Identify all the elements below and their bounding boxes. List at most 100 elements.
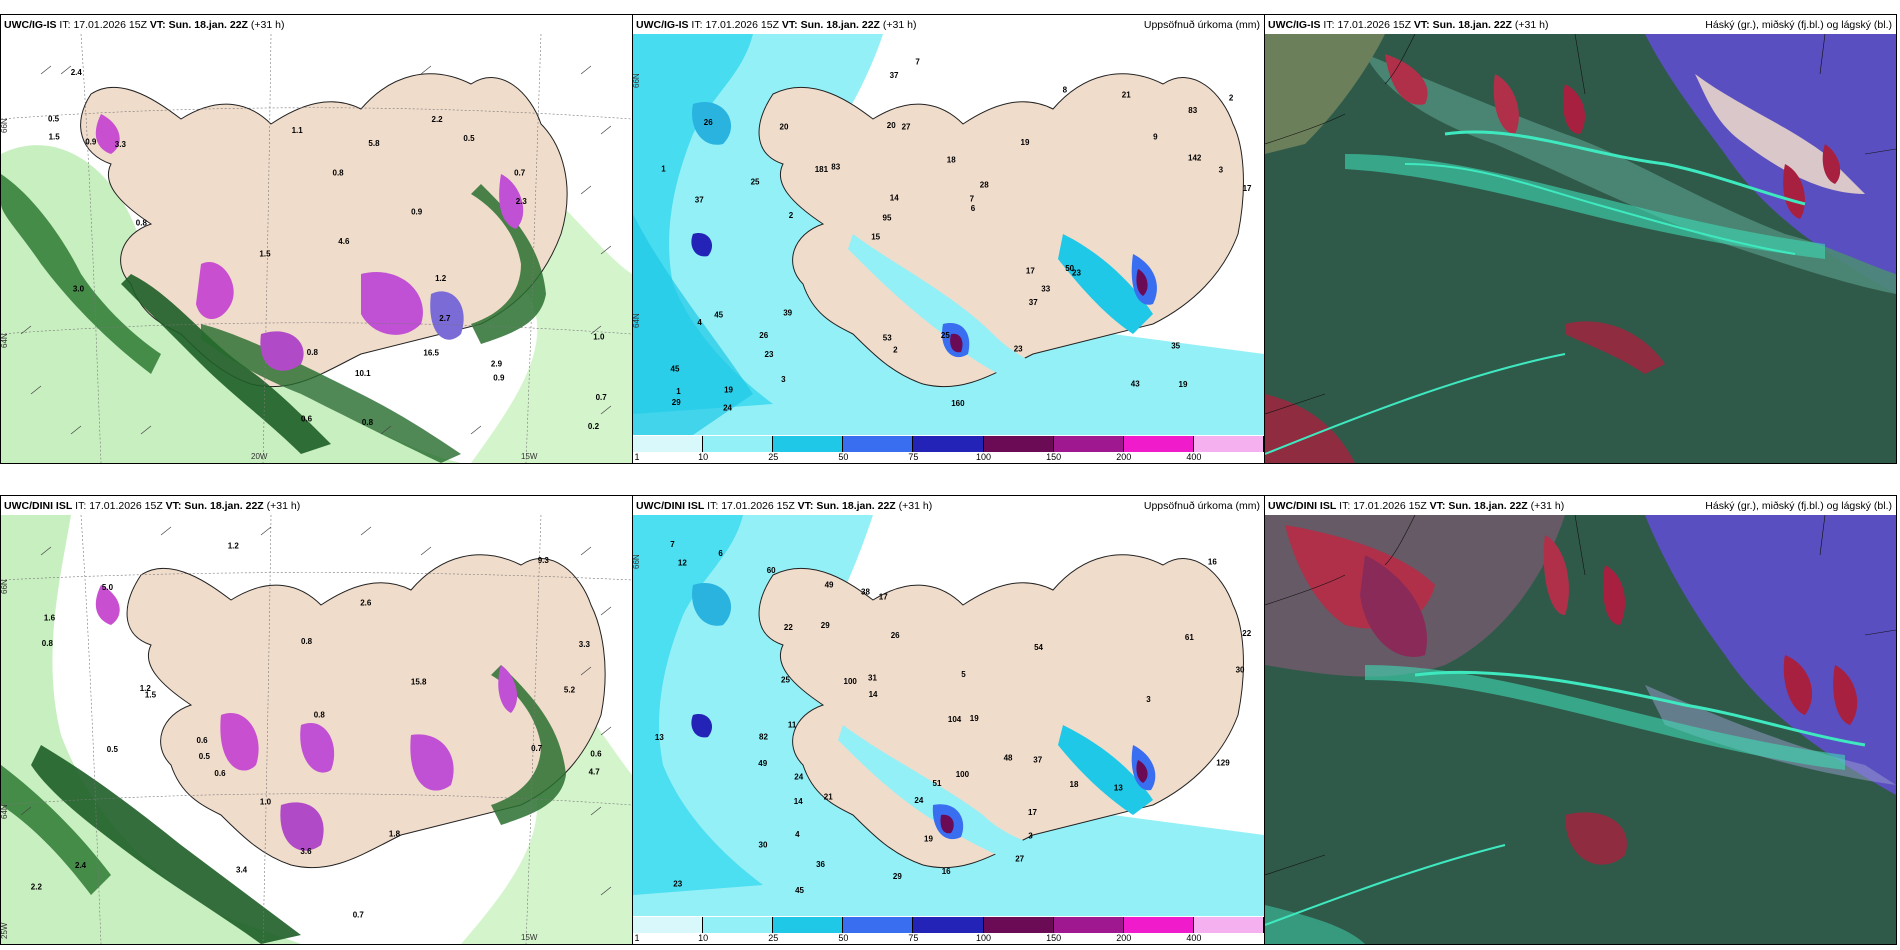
colorbar-label: 25 [768, 933, 779, 943]
vt-label: VT: [165, 500, 182, 512]
vt-label: VT: [1413, 19, 1430, 31]
value-label: 0.8 [333, 169, 345, 178]
value-label: 1.5 [145, 691, 157, 700]
lead-time: (+31 h) [882, 19, 917, 31]
value-label: 3.4 [236, 866, 248, 875]
vt-label: VT: [149, 19, 166, 31]
value-label: 3.3 [115, 140, 127, 149]
wind-map-svg: 0.8 0.9 0.5 0.7 0.6 1.1 0.8 2.2 0.8 3.0 2.9 5.8 1.2 0… [1, 34, 632, 463]
vt-value: Sun. 18.jan. 22Z [800, 19, 880, 31]
precip-title: Uppsöfnuð úrkoma (mm) [1143, 500, 1260, 512]
value-label: 4 [795, 830, 800, 839]
value-label: 13 [1114, 784, 1123, 793]
value-label: 25 [751, 178, 760, 187]
value-label: 0.2 [588, 422, 600, 431]
value-label: 29 [672, 398, 681, 407]
lon-label-15: 15W [521, 933, 538, 942]
panel-title: UWC/DINI ISL IT: 17.01.2026 15Z VT: Sun.… [4, 498, 628, 514]
value-label: 7 [970, 194, 975, 203]
value-label: 0.8 [301, 637, 313, 646]
value-label: 48 [1004, 753, 1013, 762]
lead-time: (+31 h) [898, 500, 933, 512]
colorbar-label: 400 [1186, 933, 1202, 943]
colorbar-label: 200 [1116, 452, 1132, 462]
value-label: 5.0 [102, 583, 114, 592]
precip-map: 12 7 13 16 22 17 17 21 23 18 14 19 45 49 51 100 24 30 29 31… [633, 515, 1264, 916]
colorbar-swatch [773, 917, 844, 933]
wind-values: 1.00.50.70.80.50.61.22.43.35.23.65.04.71… [31, 542, 602, 920]
value-label: 5 [961, 670, 966, 679]
value-label: 35 [1171, 341, 1180, 350]
panel-title: UWC/DINI ISL IT: 17.01.2026 15Z VT: Sun.… [636, 498, 1260, 514]
value-label: 45 [671, 365, 680, 374]
value-label: 104 [948, 715, 962, 724]
colorbar-label: 100 [976, 933, 992, 943]
value-label: 2.6 [360, 598, 372, 607]
value-label: 5.2 [564, 685, 576, 694]
value-label: 23 [1014, 345, 1023, 354]
value-label: 54 [1034, 643, 1043, 652]
value-label: 100 [956, 770, 970, 779]
value-label: 1 [661, 164, 666, 173]
value-label: 2.3 [516, 197, 528, 206]
wind-precip-map: 1.0 0.5 0.7 0.8 0.5 0.6 1.2 2.4 3.3 5.2 3.6 5.0 4.7 1… [1, 515, 632, 944]
colorbar-label: 150 [1046, 452, 1062, 462]
value-label: 1.0 [260, 797, 272, 806]
colorbar-swatch [983, 436, 1054, 452]
value-label: 29 [821, 621, 830, 630]
colorbar-swatch [773, 436, 844, 452]
value-label: 60 [767, 566, 776, 575]
colorbar-label: 1 [634, 452, 640, 462]
value-label: 2 [893, 346, 898, 355]
value-label: 0.8 [307, 348, 319, 357]
value-label: 22 [784, 623, 793, 632]
vt-label: VT: [1429, 500, 1446, 512]
value-label: 17 [879, 592, 888, 601]
value-label: 49 [758, 759, 767, 768]
value-label: 51 [933, 779, 942, 788]
value-label: 2.2 [31, 883, 43, 892]
value-label: 0.6 [197, 736, 209, 745]
value-label: 28 [980, 181, 989, 190]
value-label: 1 [676, 387, 681, 396]
model-name: UWC/IG-IS [1268, 19, 1321, 31]
value-label: 2 [789, 211, 794, 220]
value-label: 45 [795, 886, 804, 895]
value-label: 19 [1021, 138, 1030, 147]
colorbar-label: 75 [908, 933, 919, 943]
lat-label-64: 64N [1, 333, 9, 348]
cloud-title: Háský (gr.), miðský (fj.bl.) og lágský (… [1705, 500, 1892, 512]
value-label: 17 [1243, 184, 1252, 193]
value-label: 11 [788, 721, 797, 730]
value-label: 25 [781, 675, 790, 684]
value-label: 83 [831, 162, 840, 171]
value-label: 37 [1029, 298, 1038, 307]
value-label: 2.4 [75, 861, 87, 870]
value-label: 5.8 [368, 139, 380, 148]
colorbar-swatch [983, 917, 1054, 933]
lead-time: (+31 h) [1530, 500, 1565, 512]
value-label: 0.5 [48, 114, 60, 123]
value-label: 29 [893, 872, 902, 881]
colorbar-swatch [1123, 917, 1194, 933]
value-label: 43 [1131, 379, 1140, 388]
model-name: UWC/IG-IS [636, 19, 689, 31]
panel-wind-bottom: UWC/DINI ISL IT: 17.01.2026 15Z VT: Sun.… [0, 495, 633, 945]
vt-value: Sun. 18.jan. 22Z [1448, 500, 1528, 512]
value-label: 19 [970, 714, 979, 723]
lead-time: (+31 h) [1514, 19, 1549, 31]
value-label: 1.5 [259, 249, 271, 258]
lead-time: (+31 h) [250, 19, 285, 31]
wind-precip-map: 0.8 0.9 0.5 0.7 0.6 1.1 0.8 2.2 0.8 3.0 2.9 5.8 1.2 0… [1, 34, 632, 463]
value-label: 37 [1033, 756, 1042, 765]
value-label: 2.9 [491, 360, 503, 369]
lon-label-25: 25W [1, 922, 9, 939]
value-label: 23 [1072, 269, 1081, 278]
cloud-map-svg [1265, 34, 1896, 463]
value-label: 1.6 [44, 614, 56, 623]
wind-map-svg: 1.00.50.70.80.50.61.22.43.35.23.65.04.71… [1, 515, 632, 944]
value-label: 0.6 [214, 769, 226, 778]
colorbar-label: 10 [698, 933, 709, 943]
value-label: 24 [914, 796, 923, 805]
value-label: 0.9 [85, 137, 97, 146]
